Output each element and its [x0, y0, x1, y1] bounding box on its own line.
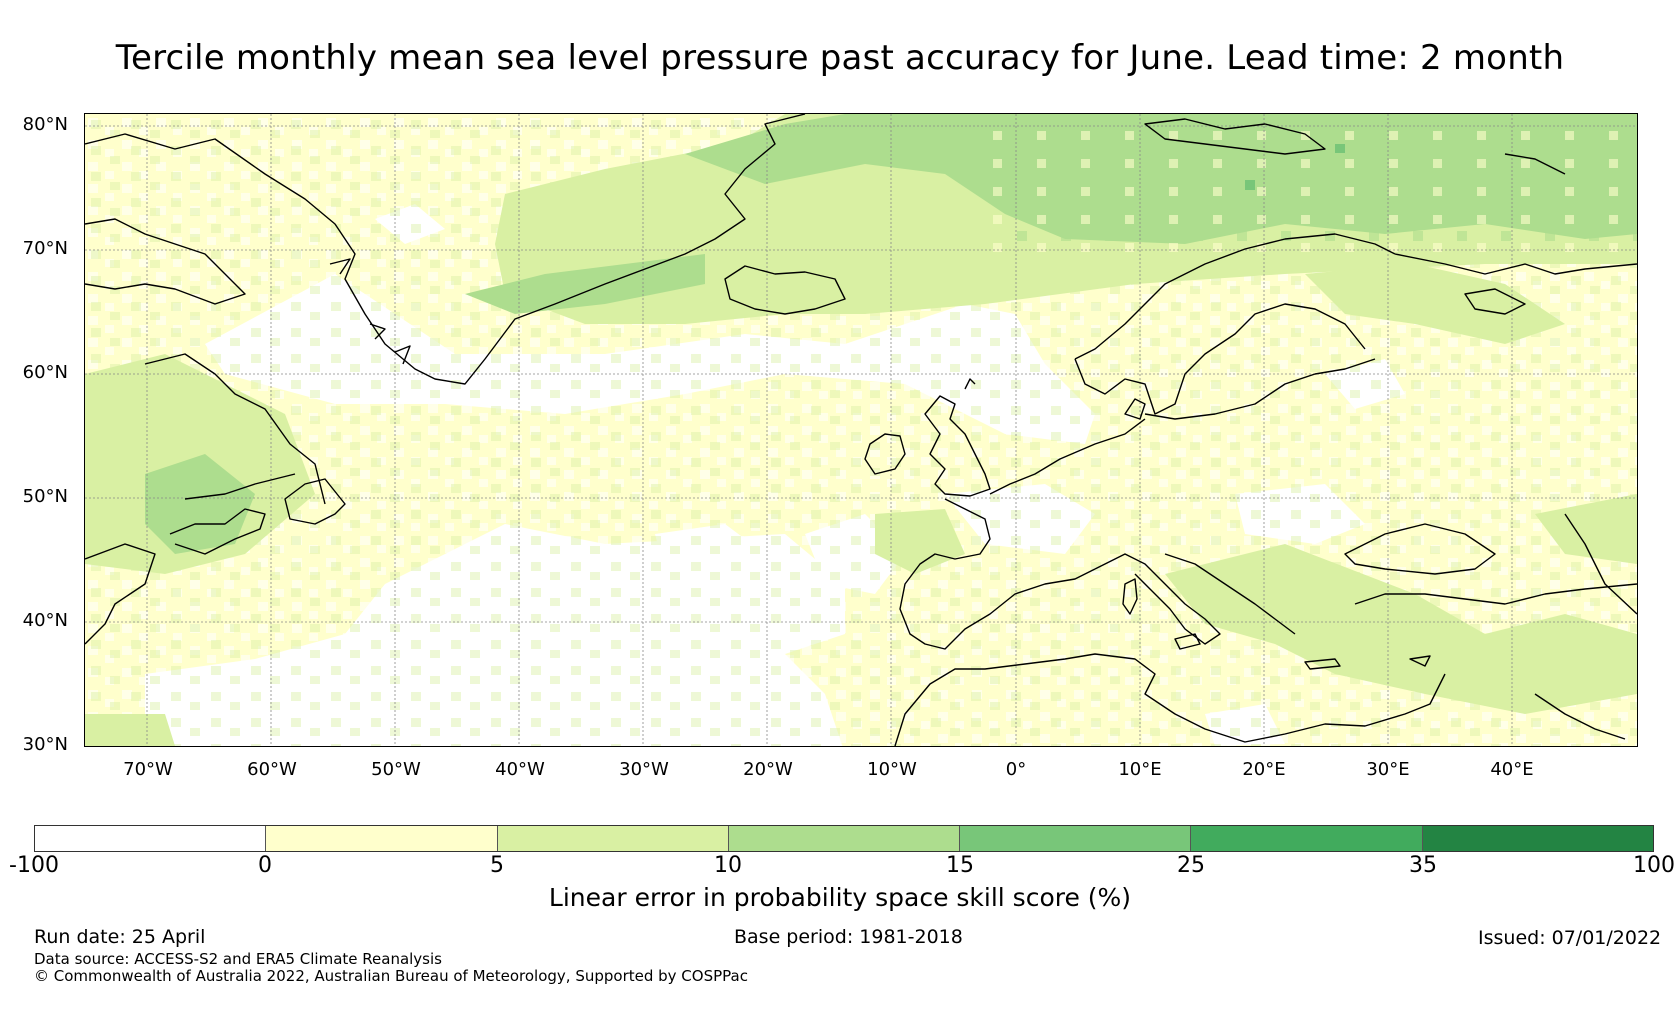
gulf-st-lawrence	[184, 473, 296, 500]
lon-label-10w: 10°W	[867, 759, 917, 780]
lon-label-20e: 20°E	[1242, 759, 1286, 780]
caspian-edge	[1564, 513, 1637, 615]
norway-coast	[1074, 233, 1396, 360]
map-title: Tercile monthly mean sea level pressure …	[115, 38, 1565, 78]
colorbar-segment-15-25	[960, 826, 1192, 851]
cyprus	[1409, 655, 1431, 667]
north-africa	[894, 653, 1446, 746]
darker-green-cells	[1245, 144, 1345, 190]
lat-label-40n: 40°N	[22, 610, 68, 631]
crete	[1304, 658, 1341, 670]
colorbar-label: Linear error in probability space skill …	[548, 883, 1132, 912]
italy	[1094, 553, 1221, 645]
us-east-coast	[85, 543, 156, 645]
lon-label-30e: 30°E	[1366, 759, 1410, 780]
scandinavia-south	[1074, 303, 1366, 415]
coastlines	[85, 114, 1637, 746]
sicily	[1174, 633, 1201, 650]
lat-label-70n: 70°N	[22, 238, 68, 259]
lon-label-40w: 40°W	[495, 759, 545, 780]
lon-label-50w: 50°W	[371, 759, 421, 780]
data-source: Data source: ACCESS-S2 and ERA5 Climate …	[34, 950, 442, 968]
lat-label-80n: 80°N	[22, 114, 68, 135]
colorbar-tick-100: 100	[1633, 853, 1675, 878]
lon-label-60w: 60°W	[247, 759, 297, 780]
france-iberia	[899, 498, 1096, 650]
map-panel[interactable]	[84, 113, 1638, 747]
colorbar-segment-25-35	[1191, 826, 1423, 851]
colorbar-tick-0: 0	[258, 853, 272, 878]
adriatic-balkans	[1164, 553, 1296, 635]
lon-label-70w: 70°W	[123, 759, 173, 780]
colorbar-segment-35-100	[1422, 826, 1653, 851]
lat-label-30n: 30°N	[22, 734, 68, 755]
russia-north	[1394, 253, 1637, 275]
gridlines	[85, 114, 1637, 746]
arabia-edge	[1534, 693, 1626, 740]
greenland-coast	[85, 114, 806, 385]
labrador-coast	[144, 353, 326, 505]
shetland	[964, 378, 976, 390]
nova-scotia	[169, 508, 266, 555]
lon-label-40e: 40°E	[1490, 759, 1534, 780]
colorbar-segment-10-15	[728, 826, 961, 851]
novaya-zemlya-edge	[1504, 153, 1566, 175]
white-sea	[1464, 288, 1526, 315]
dark-speckle	[985, 114, 1637, 254]
europe-west-coast	[989, 418, 1146, 495]
lat-label-50n: 50°N	[22, 486, 68, 507]
greenland-fjords	[329, 258, 411, 365]
run-date: Run date: 25 April	[34, 926, 206, 948]
great-britain	[924, 395, 991, 497]
colorbar-tick-15: 15	[946, 853, 974, 878]
denmark	[1124, 398, 1146, 420]
newfoundland	[284, 478, 346, 525]
colorbar-segment-5-10	[497, 826, 729, 851]
base-period: Base period: 1981-2018	[734, 926, 963, 948]
lon-label-0: 0°	[1005, 759, 1027, 780]
colorbar	[34, 825, 1654, 852]
colorbar-tick-neg100: -100	[9, 853, 59, 878]
skill-map	[85, 114, 1637, 746]
colorbar-tick-5: 5	[490, 853, 504, 878]
colorbar-tick-35: 35	[1409, 853, 1437, 878]
iceland	[724, 265, 846, 315]
lon-label-10e: 10°E	[1118, 759, 1162, 780]
colorbar-tick-10: 10	[714, 853, 742, 878]
colorbar-segment-0-5	[266, 826, 498, 851]
copyright-notice: © Commonwealth of Australia 2022, Austra…	[34, 967, 748, 985]
black-sea	[1344, 523, 1496, 575]
ireland	[864, 433, 906, 475]
turkey-levant	[1354, 583, 1637, 605]
baltic-coast	[1144, 358, 1376, 420]
colorbar-segment-neg100-0	[35, 826, 267, 851]
sardinia-corsica	[1122, 578, 1138, 615]
lat-label-60n: 60°N	[22, 362, 68, 383]
lon-label-20w: 20°W	[743, 759, 793, 780]
colorbar-tick-25: 25	[1177, 853, 1205, 878]
lon-label-30w: 30°W	[619, 759, 669, 780]
baffin-coast	[85, 218, 246, 305]
issued-date: Issued: 07/01/2022	[1478, 927, 1662, 949]
svalbard	[1144, 118, 1326, 155]
